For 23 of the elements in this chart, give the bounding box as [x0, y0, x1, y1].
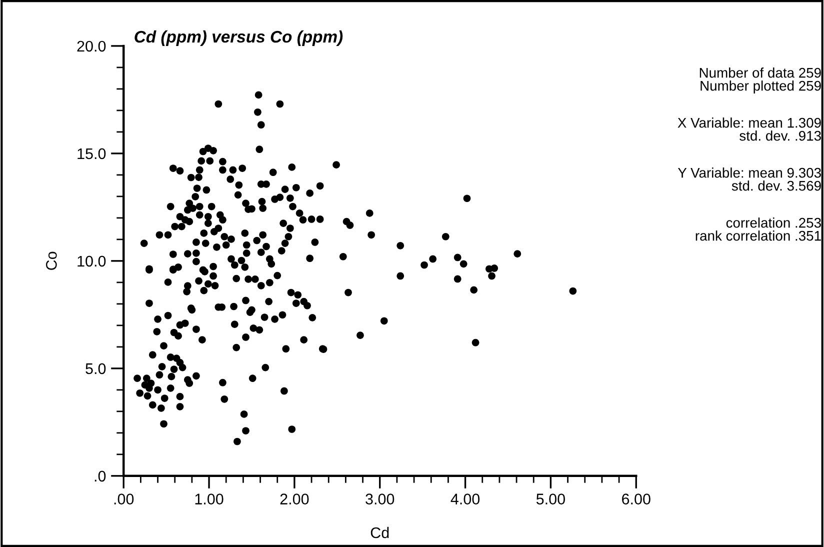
- x-tick-label: 2.00: [280, 494, 309, 504]
- y-tick-label: 5.0: [86, 363, 106, 374]
- y-axis-title: Co: [46, 252, 57, 270]
- text: std. dev. 3.569: [732, 180, 821, 191]
- y-tick-label: .0: [94, 470, 106, 482]
- text: Number of data 259: [700, 68, 821, 78]
- text: correlation .253: [726, 218, 821, 228]
- x-tick-label: 3.00: [366, 494, 394, 504]
- x-tick-label: 6.00: [622, 494, 650, 504]
- x-tick-label: 5.00: [536, 494, 565, 504]
- chart-title: Cd (ppm) versus Co (ppm): [134, 30, 343, 46]
- text: Y Variable: mean 9.303: [678, 168, 821, 178]
- y-tick-label: 15.0: [78, 148, 106, 160]
- x-axis-title: Cd: [370, 526, 389, 538]
- text: Number plotted 259: [700, 80, 821, 94]
- y-tick-label: 20.0: [77, 40, 106, 52]
- y-tick-label: 10.0: [78, 256, 106, 267]
- x-tick-label: 4.00: [450, 494, 480, 504]
- text: std. dev. .913: [740, 130, 821, 141]
- x-tick-label: .00: [114, 494, 134, 504]
- text: rank correlation .351: [696, 230, 821, 241]
- text: X Variable: mean 1.309: [678, 118, 821, 128]
- x-tick-label: 1.00: [195, 494, 224, 504]
